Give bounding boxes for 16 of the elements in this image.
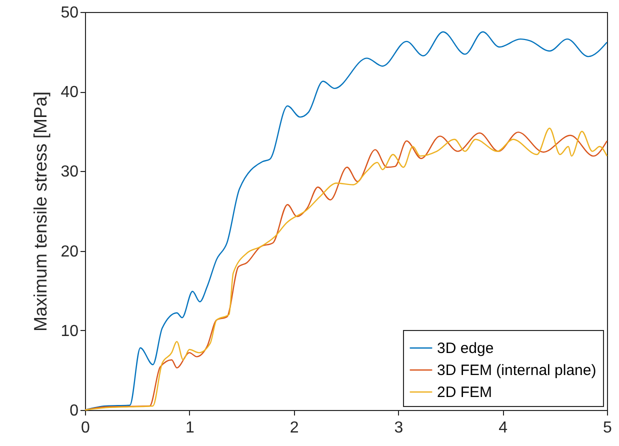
- y-tick-label: 0: [70, 402, 79, 420]
- x-tick-label: 0: [81, 420, 90, 436]
- x-tick-label: 4: [498, 420, 508, 436]
- legend-label: 3D FEM (internal plane): [437, 362, 596, 379]
- y-tick-label: 40: [60, 84, 79, 102]
- x-tick-label: 2: [290, 420, 299, 436]
- y-tick-label: 30: [60, 164, 79, 181]
- y-tick-label: 50: [60, 4, 79, 22]
- y-tick-label: 10: [60, 322, 79, 340]
- legend-label: 3D edge: [437, 340, 494, 357]
- y-axis-title: Maximum tensile stress [MPa]: [30, 91, 51, 332]
- legend-label: 2D FEM: [437, 384, 492, 401]
- x-tick-label: 3: [394, 420, 404, 436]
- x-tick-label: 5: [603, 420, 612, 436]
- x-tick-label: 1: [185, 420, 194, 436]
- y-tick-label: 20: [60, 243, 79, 260]
